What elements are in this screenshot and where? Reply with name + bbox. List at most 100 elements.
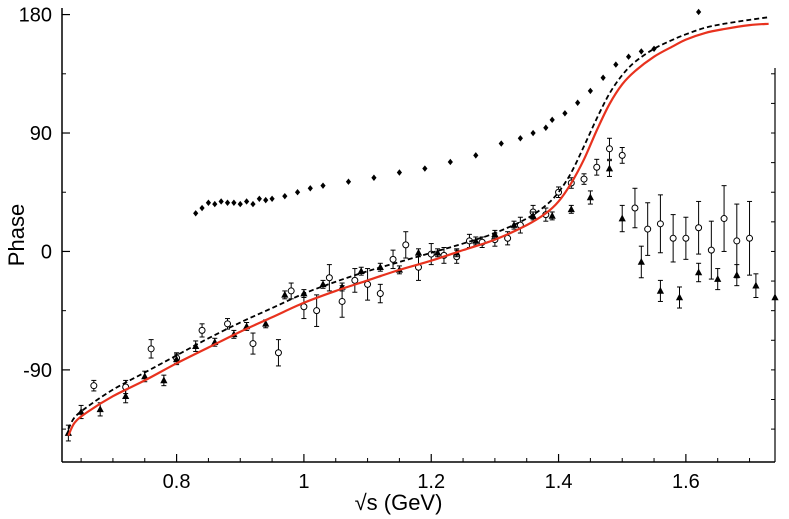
open-circle-point <box>249 340 257 348</box>
diamond-point <box>218 198 224 205</box>
y-tick-label: 0 <box>41 241 52 263</box>
open-circle-point <box>644 225 652 233</box>
series-filled-triangles <box>64 160 779 442</box>
diamond-point <box>224 199 231 206</box>
x-tick-label: 1.6 <box>672 471 700 493</box>
triangle-point <box>96 405 104 413</box>
open-circle-point <box>631 204 639 212</box>
triangle-point <box>695 268 703 276</box>
diamond-point <box>269 195 275 203</box>
diamond-point <box>625 53 632 60</box>
open-circle-point <box>669 234 677 242</box>
y-tick-label: 180 <box>19 5 52 27</box>
diamond-point <box>422 165 428 172</box>
diamond-point <box>587 87 593 95</box>
open-circle-point <box>224 320 232 328</box>
axes: 0.8 1 1.2 1.4 1.6 -90 0 90 180 <box>19 5 775 493</box>
open-circle-point <box>580 175 588 183</box>
triangle-point <box>586 193 594 201</box>
x-tick-label: 1 <box>298 471 309 493</box>
y-axis-title: Phase <box>4 204 29 266</box>
triangle-point <box>160 376 168 384</box>
diamond-point <box>193 210 199 217</box>
model-solid-curve <box>67 22 769 437</box>
triangle-point <box>752 281 760 289</box>
open-circle-point <box>287 287 295 295</box>
diamond-point <box>345 178 352 185</box>
diamond-point <box>250 200 256 208</box>
open-circle-point <box>402 241 410 249</box>
x-axis-title: √s (GeV) <box>355 490 443 515</box>
y-tick-label: -90 <box>23 360 52 382</box>
open-circle-point <box>593 163 601 171</box>
series-model-solid <box>67 22 769 437</box>
series-model-dashed <box>67 16 769 430</box>
series-layer <box>64 8 779 442</box>
diamond-point <box>231 199 237 206</box>
diamond-point <box>256 195 262 203</box>
y-axis-ticks: -90 0 90 180 <box>19 5 70 430</box>
triangle-point <box>262 319 270 327</box>
diamond-point <box>282 192 288 200</box>
open-circle-point <box>274 349 282 357</box>
open-circle-point <box>325 274 333 282</box>
open-circle-point <box>656 220 664 228</box>
triangle-point <box>771 293 779 301</box>
diamond-point <box>562 110 568 117</box>
diamond-point <box>396 169 403 176</box>
x-tick-label: 1.4 <box>545 471 573 493</box>
series-filled-diamonds <box>193 8 702 217</box>
open-circle-point <box>733 237 741 245</box>
triangle-point <box>172 355 181 363</box>
diamond-point <box>638 48 644 55</box>
x-tick-label: 0.8 <box>163 471 191 493</box>
open-circle-point <box>376 290 384 298</box>
diamond-point <box>600 74 606 81</box>
model-dashed-curve <box>67 16 769 430</box>
diamond-point <box>447 158 453 166</box>
diamond-point <box>543 124 549 131</box>
diamond-point <box>205 199 212 206</box>
diamond-point <box>549 116 555 124</box>
open-circle-point <box>389 255 397 263</box>
open-circle-point <box>682 234 690 242</box>
triangle-point <box>675 293 684 301</box>
triangle-point <box>433 248 442 256</box>
diamond-point <box>696 8 702 16</box>
diamond-point <box>613 61 619 68</box>
diamond-point <box>371 174 377 181</box>
series-open-circles <box>90 137 754 395</box>
triangle-point <box>281 290 289 298</box>
diamond-point <box>575 99 581 106</box>
triangle-point <box>605 164 614 172</box>
open-circle-point <box>198 326 206 334</box>
triangle-point <box>548 211 556 219</box>
open-circle-point <box>313 307 321 315</box>
open-circle-point <box>695 224 703 232</box>
triangle-point <box>529 211 537 219</box>
open-circle-point <box>605 145 613 153</box>
y-tick-label: 90 <box>30 123 52 145</box>
triangle-point <box>472 236 480 244</box>
diamond-point <box>651 45 657 52</box>
open-circle-point <box>147 345 155 353</box>
plot-frame <box>61 8 776 463</box>
diamond-point <box>294 189 301 196</box>
x-axis-ticks: 0.8 1 1.2 1.4 1.6 <box>80 454 751 493</box>
diamond-point <box>517 135 523 142</box>
diamond-point <box>237 200 243 208</box>
diamond-point <box>498 140 504 147</box>
open-circle-point <box>618 151 626 159</box>
right-axis-ticks <box>771 73 775 430</box>
diamond-point <box>473 152 479 159</box>
diamond-point <box>530 129 536 137</box>
open-circle-point <box>338 297 346 305</box>
open-circle-point <box>90 382 98 390</box>
open-circle-point <box>720 215 728 223</box>
open-circle-point <box>351 276 359 284</box>
triangle-point <box>567 205 575 213</box>
triangle-point <box>122 392 130 400</box>
triangle-point <box>656 286 665 294</box>
diamond-point <box>199 204 205 212</box>
